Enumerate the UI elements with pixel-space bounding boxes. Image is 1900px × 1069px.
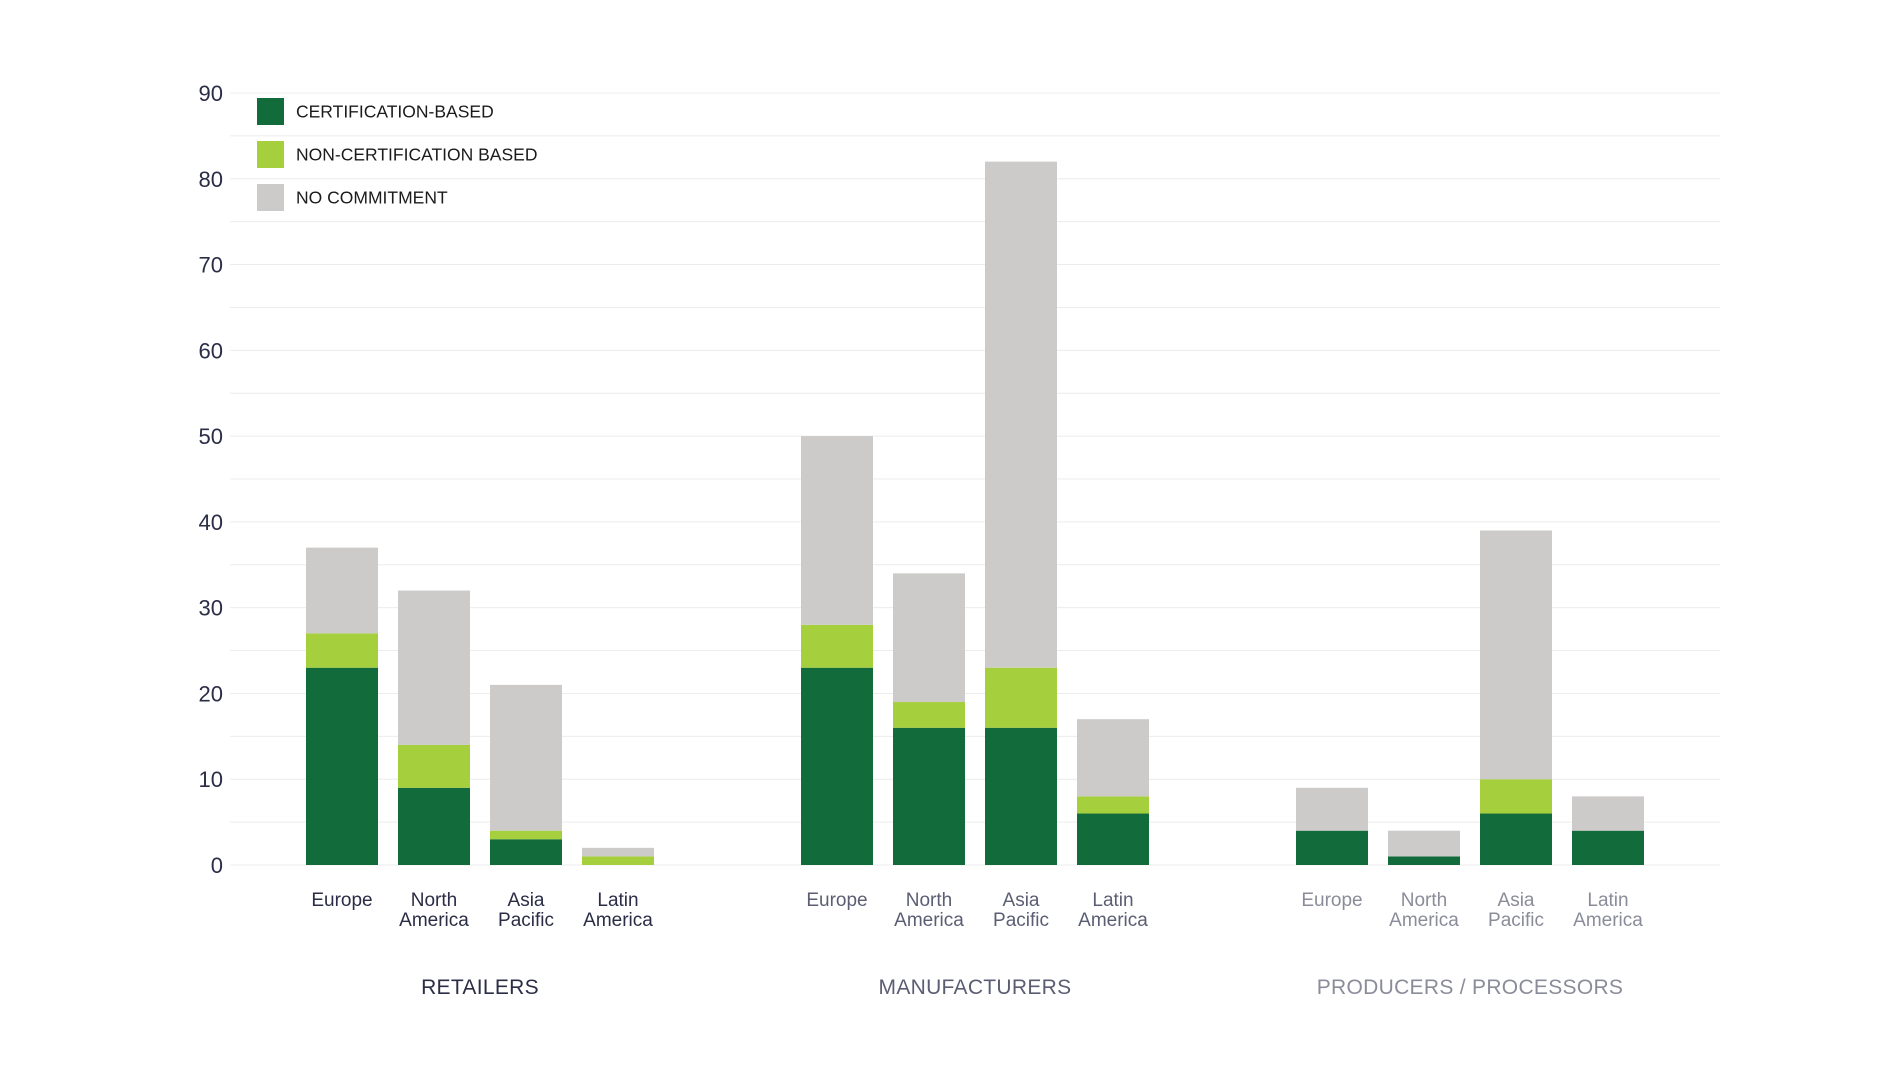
x-category-label: Latin America xyxy=(1573,890,1643,931)
x-category-label: North America xyxy=(399,890,469,931)
group-label: MANUFACTURERS xyxy=(879,976,1072,999)
bar-segment xyxy=(1572,830,1644,865)
group-label: RETAILERS xyxy=(421,976,539,999)
x-category-label: Europe xyxy=(1301,890,1362,911)
bar-segment xyxy=(985,667,1057,728)
bar-segment xyxy=(398,787,470,865)
y-tick-label: 90 xyxy=(199,81,223,106)
bar-segment xyxy=(306,667,378,865)
x-category-label: Europe xyxy=(806,890,867,911)
bar-segment xyxy=(1388,856,1460,865)
legend-swatch xyxy=(257,141,284,168)
bar-segment xyxy=(1296,830,1368,865)
y-tick-label: 20 xyxy=(199,681,223,706)
x-category-label: Latin America xyxy=(583,890,653,931)
legend-label: NO COMMITMENT xyxy=(296,188,448,208)
legend-swatch xyxy=(257,184,284,211)
bar-segment xyxy=(893,702,965,728)
bar-segment xyxy=(1480,779,1552,814)
bar-segment xyxy=(1388,830,1460,857)
group-label: PRODUCERS / PROCESSORS xyxy=(1317,976,1624,999)
y-tick-label: 10 xyxy=(199,767,223,792)
legend-label: NON-CERTIFICATION BASED xyxy=(296,145,537,165)
x-category-label: Asia Pacific xyxy=(498,890,554,931)
legend: CERTIFICATION-BASED NON-CERTIFICATION BAS… xyxy=(257,98,537,211)
bar-segment xyxy=(985,727,1057,865)
bar-segment xyxy=(582,847,654,857)
bar-segment xyxy=(490,839,562,865)
x-category-label: Asia Pacific xyxy=(993,890,1049,931)
bar-segment xyxy=(1480,813,1552,865)
bar-segment xyxy=(582,856,654,865)
legend-swatch xyxy=(257,98,284,125)
bar-segment xyxy=(398,744,470,788)
x-category-label: North America xyxy=(1389,890,1459,931)
bar-segment xyxy=(1480,530,1552,780)
bar-segment xyxy=(306,547,378,634)
bar-segment xyxy=(893,727,965,865)
bar-segment xyxy=(490,684,562,831)
x-category-label: Asia Pacific xyxy=(1488,890,1544,931)
bar-segment xyxy=(801,624,873,668)
y-tick-label: 60 xyxy=(199,338,223,363)
bar-segment xyxy=(801,436,873,625)
y-tick-label: 70 xyxy=(199,253,223,278)
x-category-label: Europe xyxy=(311,890,372,911)
y-tick-label: 50 xyxy=(199,424,223,449)
bar-segment xyxy=(306,633,378,668)
x-category-label: Latin America xyxy=(1078,890,1148,931)
bars xyxy=(306,161,1644,865)
y-tick-label: 0 xyxy=(211,853,223,878)
bar-segment xyxy=(1077,813,1149,865)
bar-segment xyxy=(1572,796,1644,831)
gridlines xyxy=(230,92,1720,866)
legend-label: CERTIFICATION-BASED xyxy=(296,102,494,122)
y-axis: 0 10 20 30 40 50 60 70 80 90 xyxy=(199,81,223,878)
bar-segment xyxy=(1077,796,1149,814)
bar-segment xyxy=(490,830,562,840)
y-tick-label: 30 xyxy=(199,596,223,621)
bar-segment xyxy=(893,573,965,703)
y-tick-label: 40 xyxy=(199,510,223,535)
bar-segment xyxy=(1077,719,1149,797)
bar-segment xyxy=(985,161,1057,668)
bar-segment xyxy=(801,667,873,865)
bar-segment xyxy=(1296,787,1368,831)
x-category-label: North America xyxy=(894,890,964,931)
x-axis: Europe North America Asia Pacific Latin Americ… xyxy=(311,890,1643,999)
bar-segment xyxy=(398,590,470,745)
y-tick-label: 80 xyxy=(199,167,223,192)
